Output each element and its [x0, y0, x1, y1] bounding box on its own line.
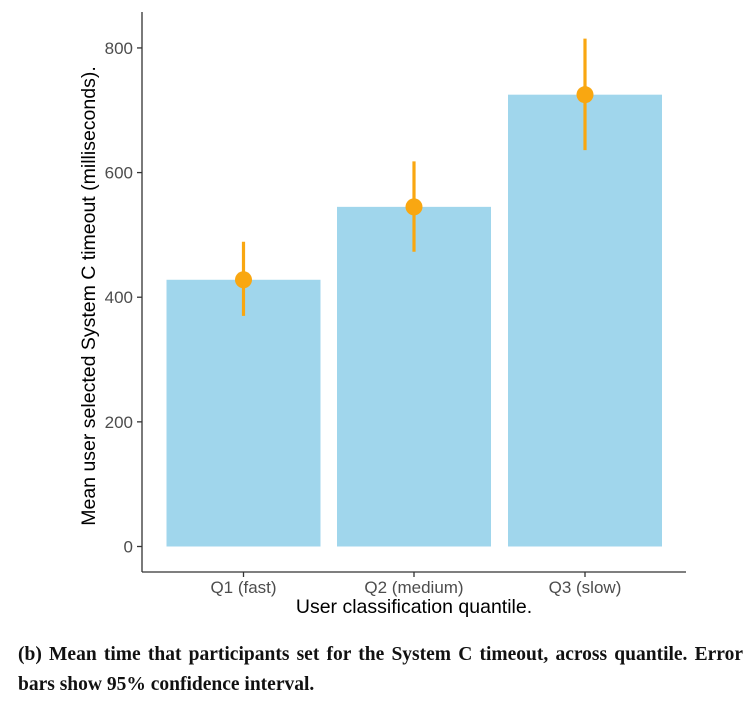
x-tick-label-3: Q3 (slow) — [549, 578, 622, 597]
y-tick-label-5: 800 — [105, 39, 133, 58]
bar-3 — [508, 94, 662, 547]
bars-layer — [166, 94, 662, 547]
bar-chart-svg: 0 200 400 600 800 Q1 (fast) Q2 (medium) Q3 (sl… — [78, 12, 686, 618]
mean-point-1 — [235, 271, 252, 289]
x-tick-label-2: Q2 (medium) — [364, 578, 463, 597]
y-tick-label-3: 400 — [105, 288, 133, 307]
bar-1 — [166, 279, 321, 547]
y-axis-title: Mean user selected System C timeout (mil… — [78, 66, 100, 526]
bar-2 — [337, 206, 491, 547]
mean-point-2 — [405, 198, 423, 216]
figure-caption: (b) Mean time that participants set for … — [18, 644, 743, 695]
mean-point-3 — [576, 86, 594, 104]
x-tick-label-1: Q1 (fast) — [210, 578, 276, 597]
y-tick-label-4: 600 — [105, 164, 133, 183]
y-tick-label-1: 0 — [124, 538, 133, 557]
chart: 0 200 400 600 800 Q1 (fast) Q2 (medium) Q3 (sl… — [78, 12, 686, 618]
y-tick-label-2: 200 — [105, 413, 133, 432]
points-layer — [235, 86, 594, 289]
x-axis-title: User classification quantile. — [296, 596, 532, 618]
x-ticks: Q1 (fast) Q2 (medium) Q3 (slow) — [210, 572, 621, 597]
y-ticks: 0 200 400 600 800 — [105, 39, 142, 557]
